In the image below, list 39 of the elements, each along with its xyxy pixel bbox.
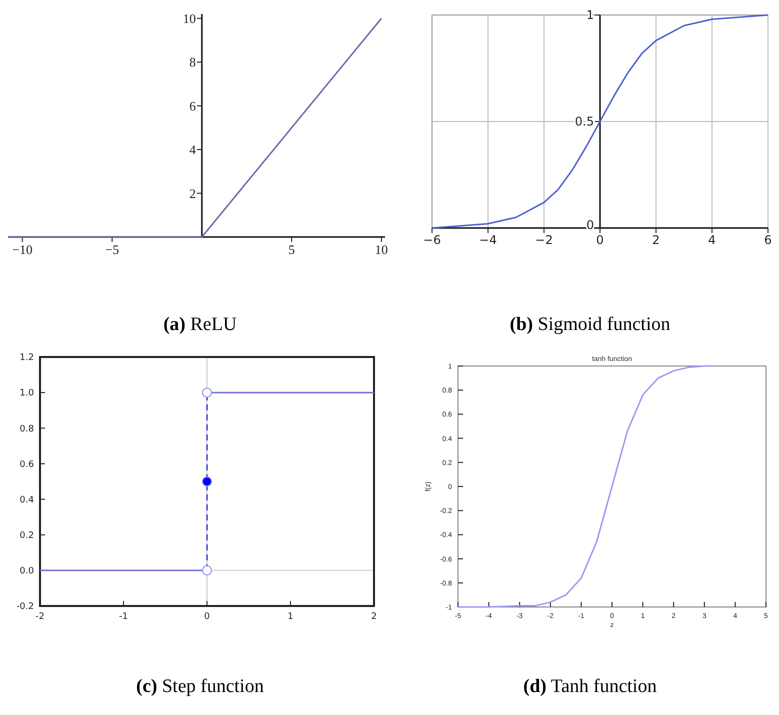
x-tick-label: 6 <box>764 233 772 247</box>
x-tick-label: −6 <box>423 233 441 247</box>
x-tick-label: 5 <box>288 242 295 257</box>
x-tick-label: −2 <box>535 233 553 247</box>
point <box>202 565 212 576</box>
x-tick-label: 0 <box>596 233 604 247</box>
y-tick-label: -0.2 <box>16 602 34 612</box>
y-tick-label: 1.0 <box>20 388 34 399</box>
x-tick-label: 10 <box>374 242 388 257</box>
x-tick-label: 0 <box>204 612 210 622</box>
y-tick-label: 4 <box>189 142 196 158</box>
y-tick-label: 0.0 <box>20 566 34 577</box>
point <box>202 476 212 486</box>
point <box>202 388 212 398</box>
x-tick-label: -2 <box>36 612 44 622</box>
x-tick-label: 1 <box>288 612 294 622</box>
y-tick-label: 0.8 <box>20 424 34 434</box>
x-tick-label: −10 <box>12 242 33 257</box>
y-tick-label: 10 <box>182 10 196 26</box>
y-tick-label: 0.4 <box>20 495 34 506</box>
y-tick-label: 0.6 <box>20 460 34 470</box>
text: (c) Step function <box>136 676 264 697</box>
x-tick-label: 4 <box>708 233 716 247</box>
x-tick-label: 2 <box>371 612 377 622</box>
y-tick-label: 8 <box>189 54 196 70</box>
text: (d) Tanh function <box>523 676 658 697</box>
x-tick-label: −4 <box>479 233 497 247</box>
y-tick-label: 0.2 <box>20 531 34 542</box>
x-tick-label: -1 <box>119 612 128 622</box>
y-tick-label: 1 <box>586 8 594 22</box>
text: (a) ReLU <box>163 314 237 335</box>
x-tick-label: −5 <box>105 242 120 257</box>
text: (b) Sigmoid function <box>510 314 671 335</box>
y-tick-label: 1.2 <box>20 353 34 364</box>
y-tick-label: 6 <box>189 98 196 114</box>
y-tick-label: 2 <box>189 186 196 201</box>
y-tick-label: 0.5 <box>574 114 594 129</box>
line-series <box>457 365 714 608</box>
x-tick-label: 2 <box>652 233 660 247</box>
